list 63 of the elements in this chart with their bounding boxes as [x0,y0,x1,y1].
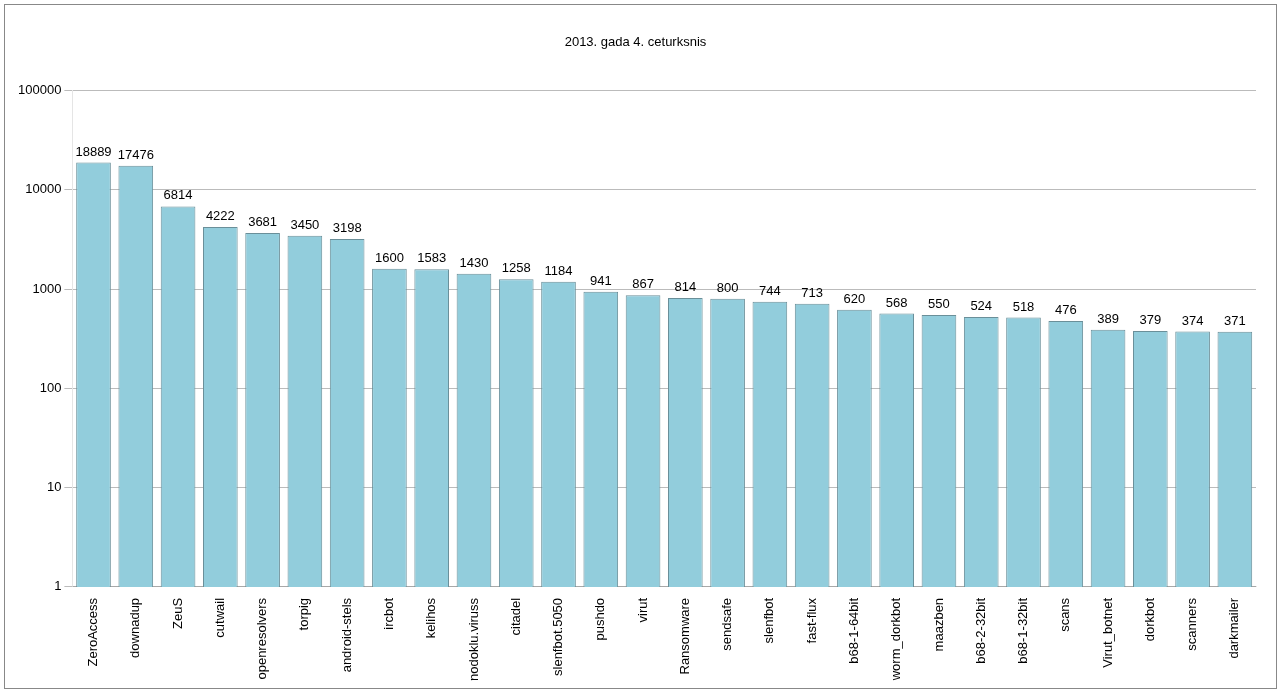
x-tick-label: Virut_botnet [1099,597,1115,668]
data-label: 374 [1181,312,1204,328]
x-tick-label: maazben [930,597,946,652]
y-tick-label: 100000 [17,82,62,98]
x-tick-label: ZeroAccess [85,597,101,667]
x-tick-label: darkmailer [1226,597,1242,659]
x-tick-label: ircbot [381,597,396,630]
data-label: 17476 [117,146,154,162]
x-tick-label: pushdo [592,597,608,641]
data-label: 518 [1012,298,1035,314]
y-tick-label: 10000 [25,181,62,197]
data-label: 1600 [374,249,404,265]
data-label: 476 [1054,302,1077,318]
data-label: 524 [970,298,993,314]
data-label: 1258 [501,260,531,276]
data-label: 744 [759,282,781,298]
x-tick-label: nodoklu.viruss [465,597,481,682]
data-label: 620 [843,290,866,306]
x-tick-label: b68-2-32bit [972,597,988,664]
x-tick-label: scanners [1184,597,1200,651]
x-tick-label: b68-1-64bit [845,597,861,664]
data-label: 568 [885,294,908,310]
x-tick-label: torpig [296,597,312,631]
data-label: 18889 [75,143,112,159]
x-tick-label: fast-flux [803,597,819,644]
x-tick-label: slenfbot [761,597,777,644]
x-tick-label: scans [1057,597,1073,632]
x-tick-label: b68-1-32bit [1015,597,1031,664]
data-label: 1583 [417,250,447,266]
x-tick-label: downadup [127,597,143,658]
data-label: 1184 [544,262,573,278]
data-label: 389 [1097,310,1119,326]
data-label: 941 [589,272,612,288]
x-tick-label: kelihos [423,597,439,639]
chart-title: 2013. gada 4. ceturksnis [564,34,707,50]
x-tick-label: worm_dorkbot [888,597,904,682]
data-label: 371 [1224,312,1246,328]
x-tick-label: virut [634,597,650,623]
x-tick-label: cutwail [211,597,227,638]
data-label: 550 [928,295,950,311]
x-tick-label: openresolvers [254,597,270,680]
data-label: 3681 [248,214,278,230]
data-label: 800 [716,279,739,295]
data-label: 1430 [459,254,489,270]
data-label: 6814 [163,187,193,203]
x-tick-label: slenfbot.5050 [550,597,566,676]
y-tick-label: 1000 [32,280,62,296]
data-label: 713 [801,284,823,300]
y-tick-label: 100 [39,379,62,395]
x-tick-label: Ransomware [676,597,692,675]
y-tick-label: 10 [46,479,62,495]
data-label: 3198 [332,220,362,236]
y-tick-label: 1 [54,578,62,594]
data-label: 4222 [205,208,235,224]
x-tick-label: sendsafe [719,597,735,651]
x-tick-label: citadel [507,597,523,636]
x-tick-label: ZeuS [169,597,185,629]
data-label: 867 [632,276,654,292]
x-tick-label: dorkbot [1141,597,1157,642]
data-label: 379 [1139,312,1162,328]
data-label: 3450 [290,216,320,232]
x-tick-label: android-stels [338,597,354,673]
data-label: 814 [674,279,697,295]
